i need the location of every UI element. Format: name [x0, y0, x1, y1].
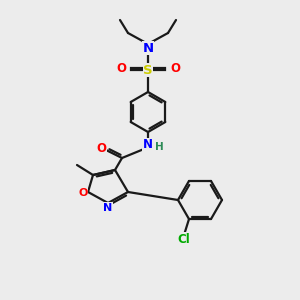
Text: N: N: [142, 41, 154, 55]
Text: H: H: [154, 142, 164, 152]
Text: Cl: Cl: [178, 232, 190, 246]
Text: O: O: [96, 142, 106, 154]
Text: S: S: [143, 64, 153, 76]
Text: N: N: [103, 203, 112, 213]
Text: O: O: [78, 188, 88, 198]
Text: N: N: [143, 139, 153, 152]
Text: O: O: [170, 62, 180, 76]
Text: O: O: [116, 62, 126, 76]
